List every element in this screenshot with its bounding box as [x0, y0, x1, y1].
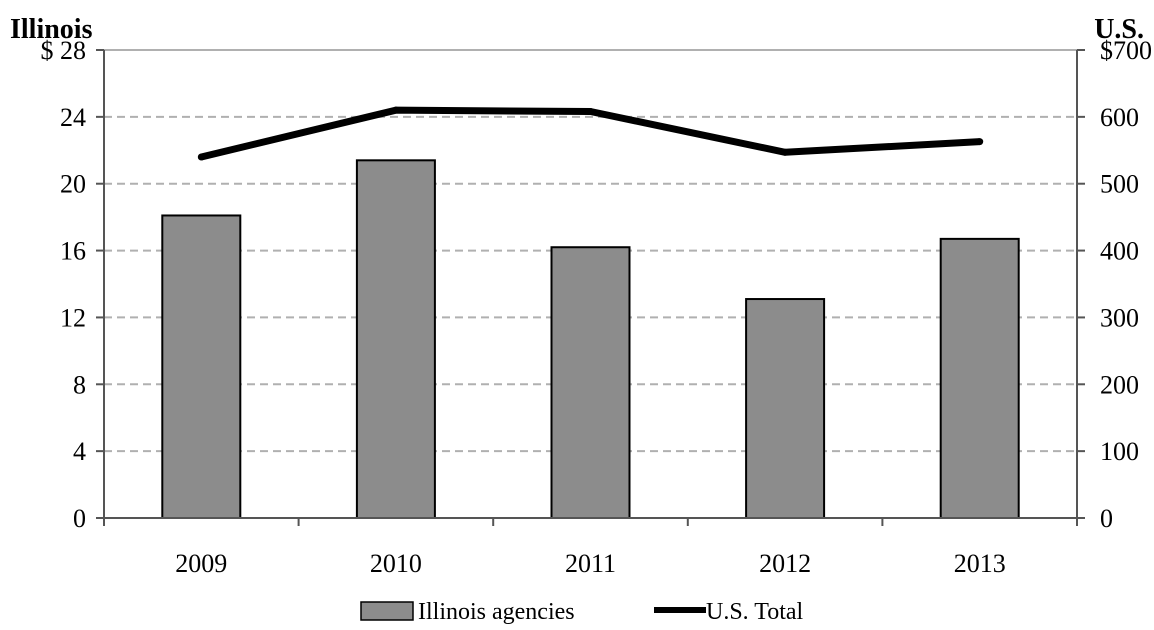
left-tick-label: 16	[60, 237, 86, 266]
left-tick-label: 20	[60, 170, 86, 199]
x-tick-label: 2013	[954, 549, 1006, 578]
right-tick-label: 300	[1100, 303, 1139, 332]
right-tick-label: 0	[1100, 504, 1113, 533]
right-axis-title: U.S.	[1094, 14, 1144, 45]
line-series	[197, 106, 984, 161]
right-tick-label: 400	[1100, 237, 1139, 266]
left-tick-label: $ 28	[41, 36, 87, 65]
right-tick-label: 100	[1100, 437, 1139, 466]
x-tick-label: 2012	[759, 549, 811, 578]
legend-bar-label: Illinois agencies	[418, 599, 575, 625]
legend-bar-swatch	[360, 601, 414, 621]
left-tick-label: 0	[73, 504, 86, 533]
right-tick-label: 200	[1100, 370, 1139, 399]
us-total-point-2013	[976, 138, 984, 146]
bar-2011	[550, 246, 631, 519]
left-tick-label: 8	[73, 370, 86, 399]
bar-2009	[161, 214, 242, 519]
us-total-point-2012	[781, 148, 789, 156]
left-axis-title: Illinois	[10, 14, 93, 45]
right-tick-label: 600	[1100, 103, 1139, 132]
left-tick-label: 12	[60, 303, 86, 332]
right-tick-label: $700	[1100, 36, 1152, 65]
bars	[161, 159, 1020, 519]
left-tick-label: 4	[73, 437, 86, 466]
x-tick-label: 2011	[565, 549, 616, 578]
legend-line-label: U.S. Total	[706, 599, 804, 625]
x-tick-label: 2010	[370, 549, 422, 578]
legend: Illinois agencies U.S. Total	[360, 599, 804, 625]
us-total-point-2010	[392, 106, 400, 114]
left-tick-label: 24	[60, 103, 86, 132]
axes	[96, 49, 1085, 526]
x-tick-label: 2009	[175, 549, 227, 578]
us-total-point-2009	[197, 153, 205, 161]
tick-labels: 0 4 8 12 16 20 24 $ 28 0 100 200 300 400 500 600 $700 20…	[41, 36, 1153, 578]
bar-2013	[939, 237, 1020, 519]
right-tick-label: 500	[1100, 170, 1139, 199]
bar-2012	[745, 298, 826, 519]
bar-2010	[355, 159, 436, 519]
us-total-point-2011	[587, 108, 594, 116]
